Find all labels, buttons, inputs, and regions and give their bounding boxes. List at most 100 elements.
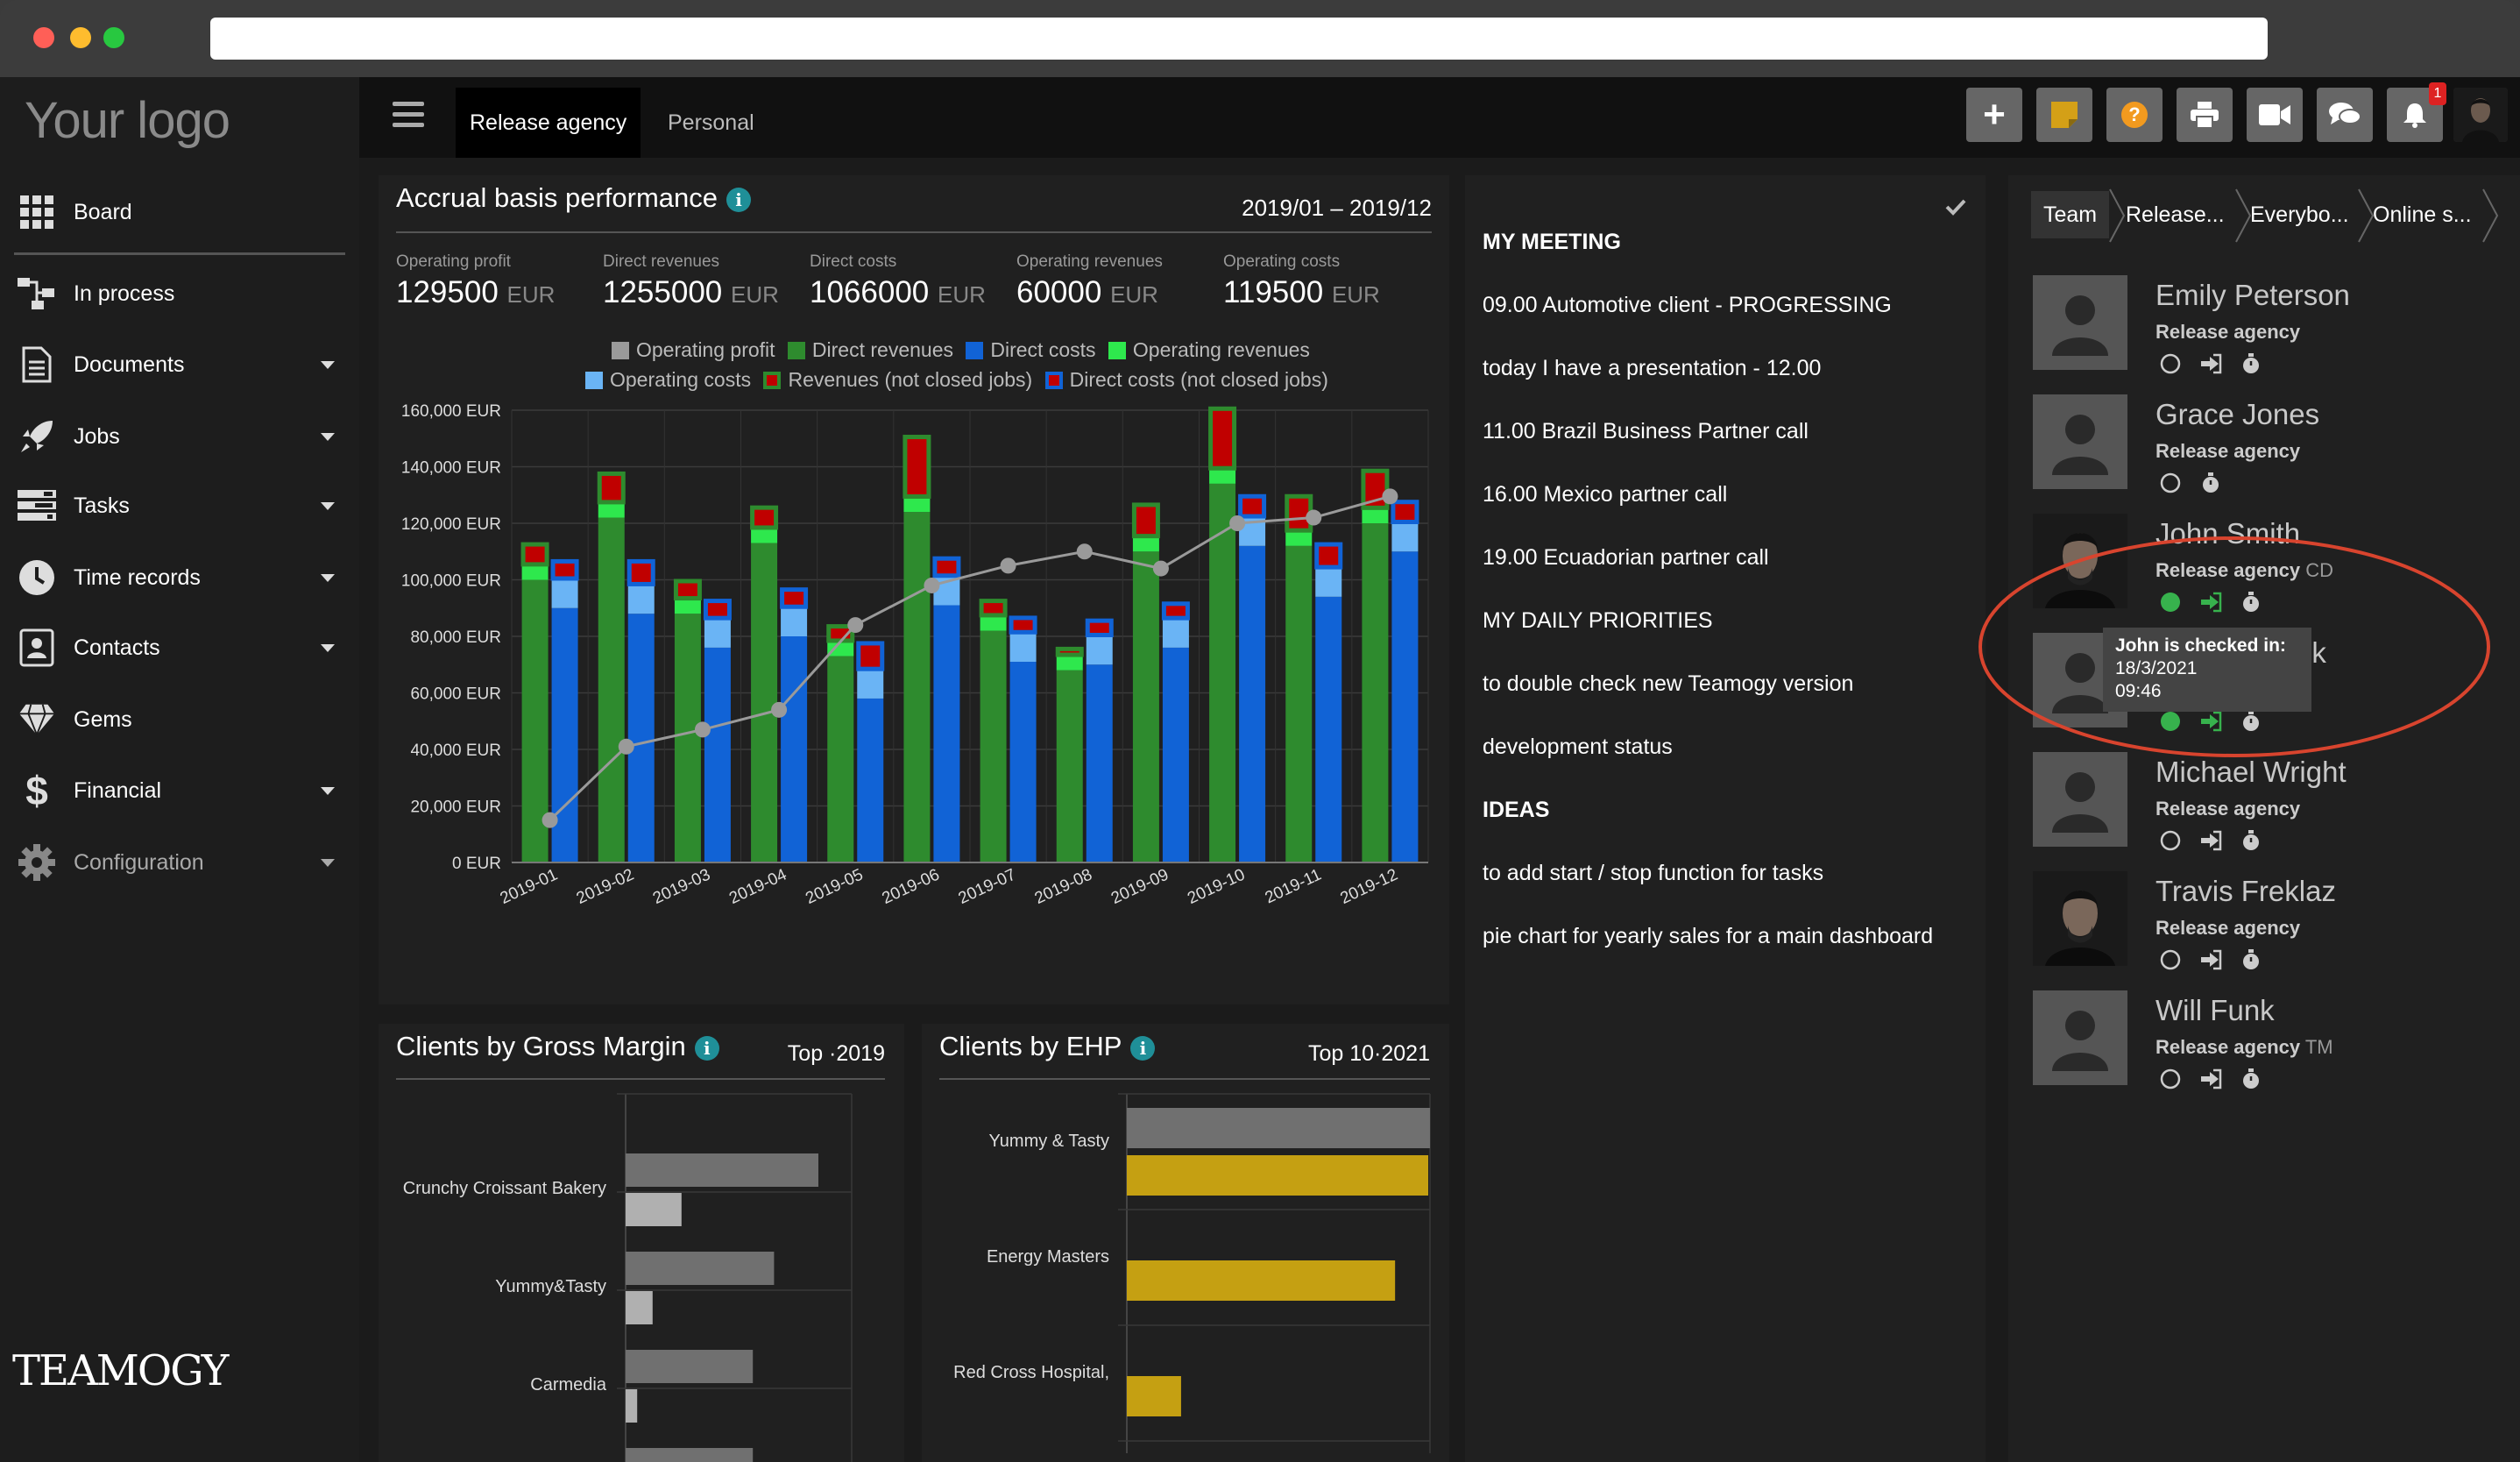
breadcrumb-online[interactable]: Online s... xyxy=(2373,202,2472,227)
bar[interactable] xyxy=(626,1389,638,1423)
bar-segment[interactable] xyxy=(1162,602,1189,620)
legend-label[interactable]: Direct costs xyxy=(990,338,1096,361)
checkin-icon[interactable] xyxy=(2199,829,2222,852)
bar-segment[interactable] xyxy=(1362,523,1389,862)
sidebar-item-documents[interactable]: Documents xyxy=(0,338,359,391)
stopwatch-icon[interactable] xyxy=(2240,829,2262,852)
checkin-icon[interactable] xyxy=(2199,710,2222,733)
bar-segment[interactable] xyxy=(781,636,808,862)
bar-segment[interactable] xyxy=(933,557,960,578)
bar-segment[interactable] xyxy=(1056,656,1083,671)
bar-segment[interactable] xyxy=(827,625,854,642)
bar-segment[interactable] xyxy=(751,543,778,862)
profit-point[interactable] xyxy=(1076,543,1093,560)
sidebar-item-time-records[interactable]: Time records xyxy=(0,551,359,604)
bar-segment[interactable] xyxy=(1162,647,1189,862)
bar-segment[interactable] xyxy=(1209,469,1236,484)
info-icon[interactable]: i xyxy=(694,1035,719,1061)
bar-segment[interactable] xyxy=(903,436,931,498)
info-icon[interactable]: i xyxy=(726,187,751,212)
zoom-window-button[interactable] xyxy=(103,27,124,48)
bar-segment[interactable] xyxy=(1056,647,1083,656)
stopwatch-icon[interactable] xyxy=(2240,710,2262,733)
bar-segment[interactable] xyxy=(1009,616,1037,634)
bar-segment[interactable] xyxy=(1239,494,1266,518)
bar-segment[interactable] xyxy=(674,600,701,614)
bar-segment[interactable] xyxy=(674,579,701,600)
bar-segment[interactable] xyxy=(857,698,884,862)
bar-segment[interactable] xyxy=(627,585,655,614)
bar-segment[interactable] xyxy=(827,642,854,656)
tab-release-agency[interactable]: Release agency xyxy=(456,88,641,158)
bar-segment[interactable] xyxy=(598,472,625,504)
bar-segment[interactable] xyxy=(751,529,778,543)
breadcrumb-team[interactable]: Team xyxy=(2031,191,2110,238)
legend-label[interactable]: Direct revenues xyxy=(811,338,953,361)
video-button[interactable] xyxy=(2247,88,2303,142)
sidebar-item-board[interactable]: Board xyxy=(0,186,359,238)
check-icon[interactable] xyxy=(1945,198,1966,216)
sidebar-item-gems[interactable]: Gems xyxy=(0,693,359,746)
breadcrumb-everybody[interactable]: Everybo... xyxy=(2250,202,2349,227)
bar-segment[interactable] xyxy=(1009,633,1037,663)
tab-personal[interactable]: Personal xyxy=(668,110,754,135)
sidebar-item-in-process[interactable]: In process xyxy=(0,267,359,320)
sidebar-item-jobs[interactable]: Jobs xyxy=(0,410,359,463)
bar-segment[interactable] xyxy=(1285,545,1313,862)
team-member[interactable]: Emily Peterson Release agency xyxy=(2033,275,2488,380)
bar-segment[interactable] xyxy=(627,614,655,862)
sidebar-item-configuration[interactable]: Configuration xyxy=(0,836,359,889)
sidebar-item-financial[interactable]: $ Financial xyxy=(0,764,359,817)
bar-segment[interactable] xyxy=(827,656,854,862)
add-button[interactable]: + xyxy=(1966,88,2022,142)
legend-label[interactable]: Operating revenues xyxy=(1132,338,1310,361)
bar-segment[interactable] xyxy=(521,565,549,580)
bar-segment[interactable] xyxy=(1086,636,1113,665)
info-icon[interactable]: i xyxy=(1130,1035,1156,1061)
bar-segment[interactable] xyxy=(1132,551,1159,862)
bar-segment[interactable] xyxy=(980,600,1007,617)
stopwatch-icon[interactable] xyxy=(2240,948,2262,971)
bar-segment[interactable] xyxy=(1132,503,1159,538)
team-member[interactable]: Travis Freklaz Release agency xyxy=(2033,871,2488,976)
menu-icon[interactable] xyxy=(393,102,424,128)
profit-point[interactable] xyxy=(1229,515,1246,531)
profit-point[interactable] xyxy=(618,738,634,755)
profit-point[interactable] xyxy=(924,577,940,593)
stopwatch-icon[interactable] xyxy=(2240,1068,2262,1090)
bar-segment[interactable] xyxy=(781,607,808,636)
print-button[interactable] xyxy=(2177,88,2233,142)
team-member[interactable]: Grace Jones Release agency xyxy=(2033,394,2488,500)
checkin-icon[interactable] xyxy=(2199,948,2222,971)
sticky-note-button[interactable] xyxy=(2036,88,2092,142)
checkin-icon[interactable] xyxy=(2199,591,2222,614)
team-member[interactable]: John Smith Release agency CD xyxy=(2033,514,2488,619)
bar[interactable] xyxy=(626,1448,754,1462)
bar[interactable] xyxy=(626,1350,754,1383)
bar-segment[interactable] xyxy=(551,579,578,608)
legend-label[interactable]: Operating costs xyxy=(610,368,752,391)
bar-segment[interactable] xyxy=(1362,508,1389,523)
bar-segment[interactable] xyxy=(598,517,625,862)
bar-segment[interactable] xyxy=(1086,664,1113,862)
bar-segment[interactable] xyxy=(1209,407,1236,470)
notifications-button[interactable]: 1 xyxy=(2387,82,2446,142)
team-member[interactable]: Michael Wright Release agency xyxy=(2033,752,2488,857)
stopwatch-icon[interactable] xyxy=(2199,472,2222,494)
bar-segment[interactable] xyxy=(1086,619,1113,636)
bar-segment[interactable] xyxy=(704,619,731,648)
bar-segment[interactable] xyxy=(781,588,808,608)
bar-segment[interactable] xyxy=(674,614,701,862)
bar-segment[interactable] xyxy=(1009,662,1037,862)
bar[interactable] xyxy=(626,1193,682,1226)
bar[interactable] xyxy=(1127,1155,1428,1196)
sidebar-item-contacts[interactable]: Contacts xyxy=(0,621,359,674)
chat-button[interactable] xyxy=(2317,88,2373,142)
stopwatch-icon[interactable] xyxy=(2240,591,2262,614)
bar-segment[interactable] xyxy=(903,512,931,862)
help-button[interactable]: ? xyxy=(2106,88,2163,142)
bar-segment[interactable] xyxy=(551,559,578,580)
bar-segment[interactable] xyxy=(1162,619,1189,648)
profit-point[interactable] xyxy=(1000,557,1016,574)
bar-segment[interactable] xyxy=(751,506,778,529)
